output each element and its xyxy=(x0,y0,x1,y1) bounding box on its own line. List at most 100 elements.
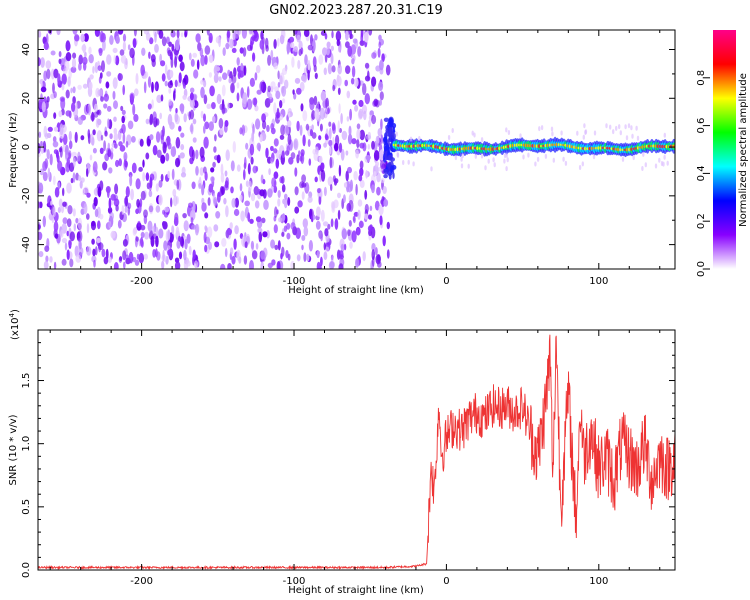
spectrogram-cell xyxy=(114,183,119,195)
spectrogram-cell xyxy=(236,57,240,66)
spectrogram-cell xyxy=(286,222,291,230)
spectrogram-cell xyxy=(159,112,162,120)
spectrogram-cell xyxy=(147,76,152,88)
spectrogram-cell xyxy=(340,243,345,253)
spectrogram-cell xyxy=(660,161,664,166)
spectrogram-cell xyxy=(314,108,320,121)
spectrogram-cell xyxy=(346,90,351,99)
spectrogram-cell xyxy=(208,183,214,193)
spectrogram-cell xyxy=(305,123,310,131)
spectrogram-cell xyxy=(154,83,158,91)
spectrogram-cell xyxy=(331,30,334,39)
spectrogram-cell xyxy=(236,164,241,172)
spectrogram-cell xyxy=(267,54,272,66)
spectrogram-cell xyxy=(46,68,51,80)
spectrogram-cell xyxy=(131,162,137,174)
spectrogram-cell xyxy=(93,259,96,268)
spectrogram-cell xyxy=(167,142,172,150)
spectrogram-cell xyxy=(250,156,254,165)
spectrogram-cell xyxy=(358,174,363,182)
spectrogram-cell xyxy=(371,114,377,125)
spectrogram-cell xyxy=(222,72,228,80)
spectrogram-cell xyxy=(110,193,116,201)
spectrogram-cell xyxy=(171,225,175,235)
spectrogram-cell xyxy=(189,124,194,133)
spectrogram-cell xyxy=(338,103,341,114)
spectrogram-cell xyxy=(309,128,314,137)
spectrogram-cell xyxy=(46,149,50,160)
snr-series-line xyxy=(38,334,675,570)
spectrogram-cell xyxy=(101,248,106,258)
spectrogram-cell xyxy=(86,223,90,234)
spectrogram-cell xyxy=(195,149,199,160)
spectrogram-cell xyxy=(113,100,118,110)
spectrogram-cell xyxy=(307,139,311,147)
spectrogram-cell xyxy=(52,136,57,143)
spectrogram-cell xyxy=(663,132,666,138)
spectrogram-cell xyxy=(222,47,226,56)
spectrogram-cell xyxy=(277,240,281,251)
spectrogram-cell xyxy=(203,231,207,244)
spectrogram-cell xyxy=(293,46,298,53)
spectrogram-cell xyxy=(255,216,262,223)
spectrogram-cell xyxy=(170,56,174,69)
spectrogram-cell xyxy=(296,120,300,132)
spectrogram-cell xyxy=(642,151,645,157)
spectrogram-cell xyxy=(189,109,195,120)
spectrogram-cell xyxy=(349,108,352,121)
spectrogram-cell xyxy=(615,125,618,131)
spectrogram-cell xyxy=(631,133,634,139)
spectrogram-cell xyxy=(238,256,242,264)
spectrogram-cell xyxy=(149,177,153,189)
spectrogram-cell xyxy=(196,59,200,70)
spectrogram-cell xyxy=(338,45,341,53)
spectrogram-cell xyxy=(99,213,104,220)
spectrogram-cell xyxy=(183,74,189,86)
spectrogram-cell xyxy=(301,244,304,251)
spectrogram-cell xyxy=(627,123,631,129)
spectrogram-cell xyxy=(346,116,350,122)
spectrogram-cell xyxy=(46,132,52,139)
spectrogram-cell xyxy=(269,157,274,164)
spectrogram-cell xyxy=(93,187,99,196)
spectrogram-cell xyxy=(122,84,125,96)
spectrogram-cell xyxy=(358,99,364,108)
spectrogram-cell xyxy=(207,226,213,238)
spectrogram-cell xyxy=(352,215,356,222)
colorbar-tick-label: 0.0 xyxy=(696,261,707,277)
spectrogram-cell xyxy=(330,218,334,228)
spectrogram-cell xyxy=(109,211,114,221)
spectrogram-cell xyxy=(251,35,256,41)
spectrogram-cell xyxy=(260,30,264,40)
x-tick-label: 0 xyxy=(443,576,449,587)
spectrogram-cell xyxy=(304,54,308,66)
spectrogram-cell xyxy=(145,172,150,182)
spectrogram-cell xyxy=(119,49,125,56)
spectrogram-cell xyxy=(135,73,139,85)
spectrogram-cell xyxy=(250,240,254,250)
spectrogram-cell xyxy=(279,134,285,140)
spectrogram-cell xyxy=(147,220,153,232)
spectrogram-cell xyxy=(180,236,184,247)
spectrogram-cell xyxy=(112,90,116,100)
spectrogram-cell xyxy=(383,142,389,152)
spectrogram-cell xyxy=(150,235,155,248)
spectrogram-cell xyxy=(364,75,371,82)
spectrogram-cell xyxy=(122,250,127,261)
spectrogram-cell xyxy=(286,145,290,155)
spectrogram-cell xyxy=(68,130,72,141)
spectrogram-cell xyxy=(122,33,127,42)
spectrogram-cell xyxy=(38,224,41,230)
spectrogram-cell xyxy=(273,185,278,193)
spectrogram-cell xyxy=(133,30,137,37)
spectrogram-cell xyxy=(621,156,625,162)
spectrogram-ylabel: Frequency (Hz) xyxy=(8,112,19,188)
svg-text:(x104): (x104) xyxy=(8,309,21,340)
spectrogram-cell xyxy=(127,44,131,51)
spectrogram-cell xyxy=(132,103,136,116)
colorbar-tick-label: 0.8 xyxy=(696,70,707,86)
spectrogram-cell xyxy=(93,196,98,207)
spectrogram-cell xyxy=(72,157,76,168)
snr-plot-area xyxy=(38,330,675,570)
spectrogram-cell xyxy=(189,92,194,101)
